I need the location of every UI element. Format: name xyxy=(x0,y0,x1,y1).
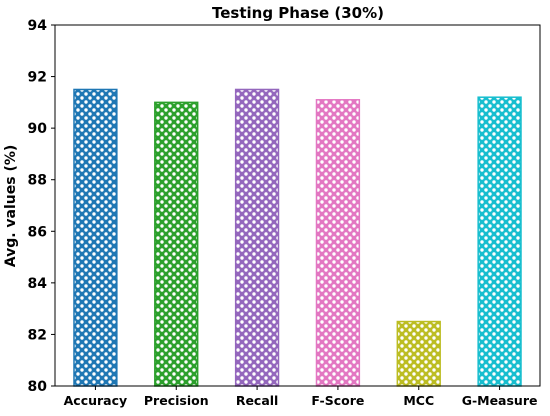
bar-precision xyxy=(154,101,199,387)
x-tick-label: Precision xyxy=(144,393,209,408)
x-tick-label: Recall xyxy=(236,393,279,408)
bars-layer xyxy=(73,88,522,387)
y-tick-label: 88 xyxy=(28,173,47,189)
y-tick-label: 94 xyxy=(28,18,48,34)
bar-accuracy xyxy=(73,88,118,387)
bar-recall xyxy=(234,88,280,387)
y-tick-label: 82 xyxy=(28,327,47,343)
y-ticks: 80 82 84 86 88 90 92 94 xyxy=(28,18,55,395)
y-tick-label: 90 xyxy=(28,121,48,137)
plot-frame xyxy=(54,24,541,387)
bar-f-score xyxy=(315,99,361,387)
y-tick-label: 84 xyxy=(28,276,48,292)
bar-mcc xyxy=(396,320,441,387)
x-tick-label: F-Score xyxy=(311,393,364,408)
x-ticks: Accuracy Precision Recall F-Score MCC G-Measu… xyxy=(64,386,538,408)
y-tick-label: 80 xyxy=(28,379,48,395)
y-tick-label: 92 xyxy=(28,70,47,86)
x-tick-label: MCC xyxy=(403,393,434,408)
bar-g-measure xyxy=(477,96,522,387)
x-tick-label: Accuracy xyxy=(64,393,128,408)
y-axis-label: Avg. values (%) xyxy=(3,145,19,268)
chart-title: Testing Phase (30%) xyxy=(212,4,384,22)
y-tick-label: 86 xyxy=(28,224,47,240)
x-tick-label: G-Measure xyxy=(462,393,538,408)
